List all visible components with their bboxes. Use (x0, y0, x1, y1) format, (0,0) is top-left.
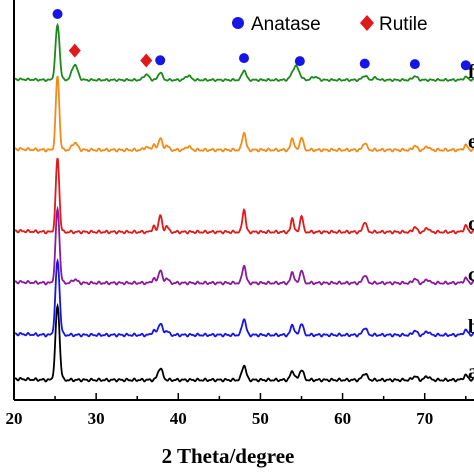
rutile-peak-marker (68, 43, 81, 58)
x-tick-label: 60 (334, 409, 351, 428)
series-e-label: e (468, 131, 474, 153)
anatase-peak-marker (359, 58, 370, 69)
legend-anatase-marker (232, 17, 244, 29)
axes: 20 30 40 50 60 70 (6, 0, 474, 428)
series-d-line (13, 157, 474, 235)
anatase-peak-marker (52, 9, 63, 19)
series-c-label: c (468, 264, 474, 286)
series-f-line (13, 22, 474, 83)
series-a-line (13, 302, 474, 383)
series-a-label: a (468, 361, 474, 383)
series-b-line (13, 257, 474, 338)
x-tick-label: 40 (170, 409, 187, 428)
x-tick-label: 50 (252, 409, 269, 428)
legend: Anatase Rutile (232, 14, 428, 35)
rutile-peak-marker (140, 53, 153, 68)
anatase-peak-marker (155, 55, 166, 66)
series-b-label: b (468, 316, 474, 338)
xrd-curves: a b c d e f (13, 22, 474, 383)
legend-rutile-label: Rutile (379, 14, 428, 35)
anatase-peak-marker (294, 56, 305, 67)
anatase-peak-marker (409, 59, 420, 70)
legend-rutile-marker (360, 15, 374, 31)
series-c-line (13, 205, 474, 286)
x-tick-label: 30 (88, 409, 105, 428)
x-axis-title: 2 Theta/degree (162, 444, 295, 468)
x-tick-label: 20 (6, 409, 23, 428)
x-tick-label: 70 (416, 409, 433, 428)
peak-markers (52, 9, 471, 71)
series-e-line (13, 75, 474, 153)
anatase-peak-marker (460, 60, 471, 71)
legend-anatase-label: Anatase (251, 14, 321, 35)
anatase-peak-marker (239, 53, 249, 64)
series-d-label: d (468, 213, 474, 235)
series-f-label: f (468, 61, 474, 83)
